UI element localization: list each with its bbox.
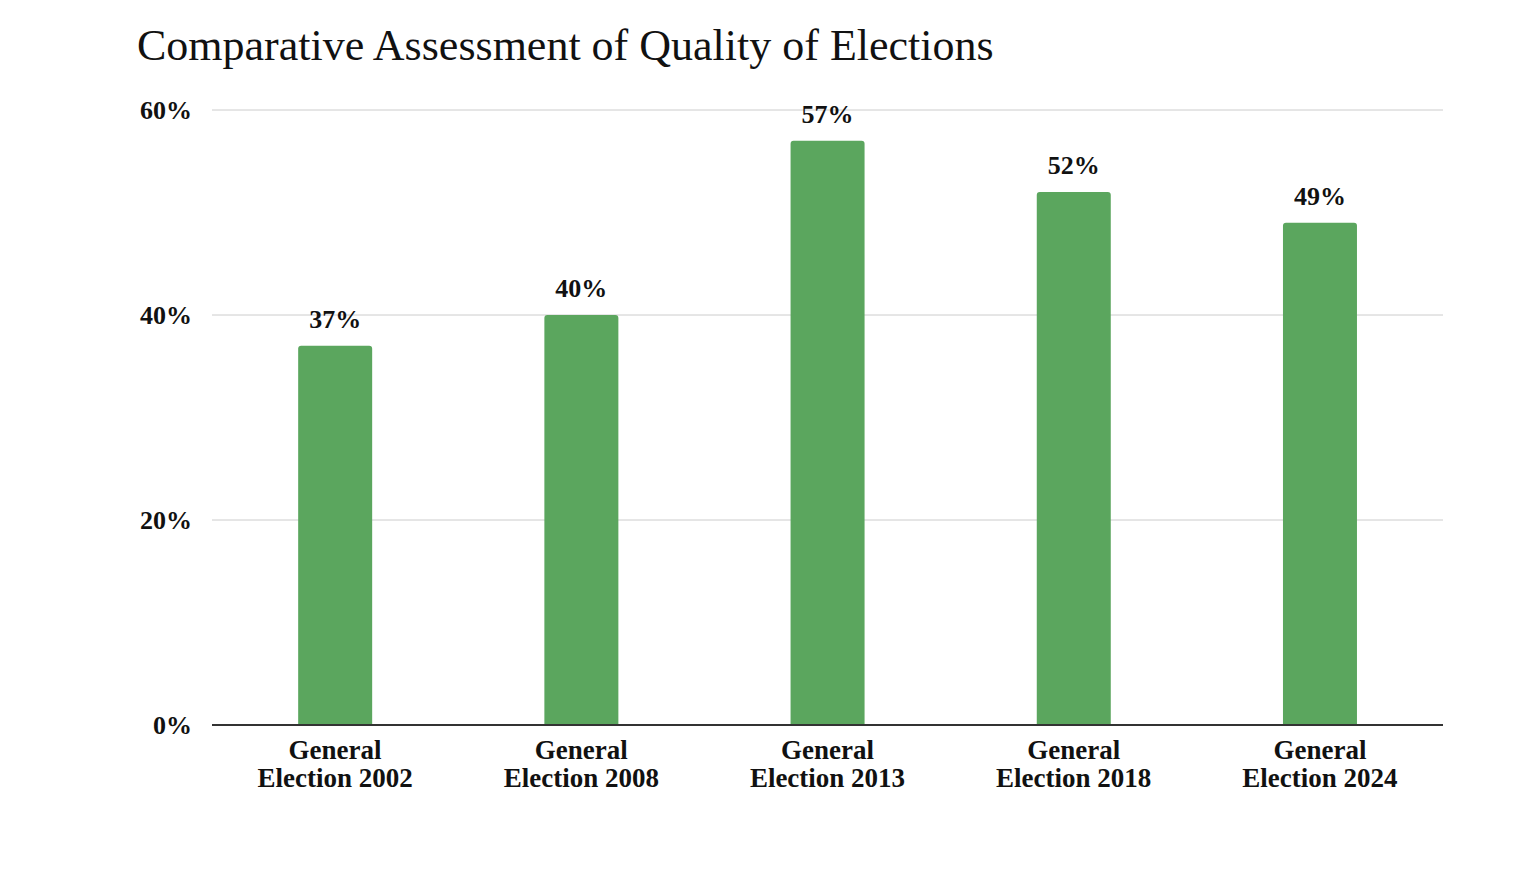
svg-text:GeneralElection 2024: GeneralElection 2024	[1242, 735, 1397, 793]
svg-text:GeneralElection 2002: GeneralElection 2002	[257, 735, 412, 793]
svg-text:GeneralElection 2013: GeneralElection 2013	[750, 735, 905, 793]
svg-text:37%: 37%	[309, 305, 361, 334]
svg-text:52%: 52%	[1048, 151, 1100, 180]
svg-text:40%: 40%	[555, 274, 607, 303]
svg-text:60%: 60%	[140, 96, 192, 125]
svg-text:20%: 20%	[140, 506, 192, 535]
svg-text:49%: 49%	[1294, 182, 1346, 211]
svg-text:GeneralElection 2008: GeneralElection 2008	[504, 735, 659, 793]
svg-text:GeneralElection 2018: GeneralElection 2018	[996, 735, 1151, 793]
svg-text:0%: 0%	[153, 711, 192, 740]
svg-text:57%: 57%	[802, 100, 854, 129]
svg-text:40%: 40%	[140, 301, 192, 330]
html-text:Comparative Assessment of Qual: Comparative Assessment of Quality of Ele…	[137, 21, 994, 70]
